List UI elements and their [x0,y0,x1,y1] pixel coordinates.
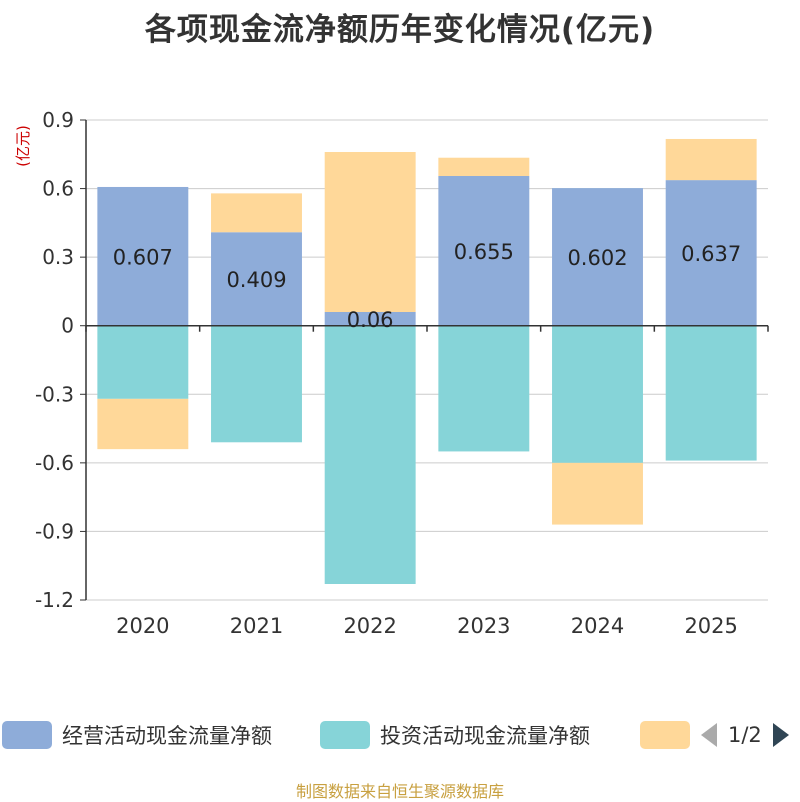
chart-title: 各项现金流净额历年变化情况(亿元) [144,12,656,48]
data-label: 0.637 [681,242,741,266]
data-label: 0.06 [347,308,394,332]
y-axis-unit-label: (亿元) [14,125,32,167]
y-tick-label: -0.9 [35,519,74,543]
x-tick-label: 2020 [116,614,169,638]
data-source-note: 制图数据来自恒生聚源数据库 [295,782,504,801]
bar-series1-2021 [211,325,302,443]
legend-pager: 1/2 [700,720,790,750]
y-tick-label: -0.3 [35,382,74,406]
bar-series2-2023 [438,157,530,176]
x-tick-label: 2023 [457,614,510,638]
data-label: 0.607 [113,245,173,269]
bar-series1-2023 [438,325,530,452]
legend-swatch-investing [320,721,370,749]
y-tick-label: 0 [61,314,74,338]
x-tick-label: 2021 [230,614,283,638]
legend-label-operating: 经营活动现金流量净额 [62,724,272,748]
data-label-layer: 0.607 0.409 0.06 0.655 0.602 0.637 [113,240,741,332]
x-tick-label: 2022 [343,614,396,638]
bar-series2-2022 [324,152,416,312]
legend-item-operating[interactable]: 经营活动现金流量净额 [2,720,272,750]
bar-layer [97,138,757,584]
data-label: 0.409 [226,268,286,292]
bar-series1-2025 [665,325,757,461]
y-tick-label: -0.6 [35,451,74,475]
x-tick-label: 2024 [571,614,624,638]
legend-item-financing[interactable] [640,720,700,750]
axis-layer: 0.9 0.6 0.3 0 -0.3 -0.6 -0.9 -1.2 2020 2021 2022 20… [35,108,769,638]
legend-item-investing[interactable]: 投资活动现金流量净额 [320,720,590,750]
y-tick-label: 0.6 [42,177,74,201]
bar-series1-2020 [97,325,189,399]
y-tick-label: 0.9 [42,108,74,132]
bar-series0-2022 [324,312,416,326]
bar-series2-2021 [211,193,302,233]
chart-canvas: 0.9 0.6 0.3 0 -0.3 -0.6 -0.9 -1.2 2020 2021 2022 20… [14,108,769,638]
bar-series2-2025 [665,138,757,181]
legend-page-indicator: 1/2 [728,723,762,747]
y-tick-label: -1.2 [35,588,74,612]
bar-series1-2024 [552,325,643,463]
legend-swatch-operating [2,721,52,749]
bar-series1-2022 [324,325,416,584]
triangle-left-icon[interactable] [700,721,718,749]
legend: 经营活动现金流量净额 投资活动现金流量净额 1/2 [0,716,800,752]
bar-series0-2023 [438,176,530,326]
x-tick-label: 2025 [684,614,737,638]
bar-series2-2024 [552,462,643,525]
y-tick-label: 0.3 [42,245,74,269]
data-label: 0.655 [454,240,514,264]
bar-series0-2021 [211,232,302,326]
legend-label-investing: 投资活动现金流量净额 [380,724,590,748]
legend-swatch-financing [640,721,690,749]
data-label: 0.602 [567,246,627,270]
bar-series0-2025 [665,180,757,326]
triangle-right-icon[interactable] [772,721,790,749]
bar-series0-2024 [552,188,643,326]
bar-series2-2020 [97,398,189,450]
bar-series0-2020 [97,186,189,326]
